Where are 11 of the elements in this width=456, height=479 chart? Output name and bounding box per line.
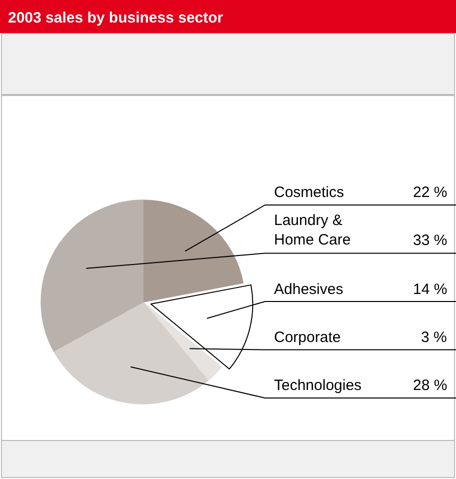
slice-label: Laundry & Home Care bbox=[274, 212, 351, 248]
data-label: 28 % bbox=[413, 377, 448, 394]
slice-label: Technologies bbox=[274, 377, 362, 394]
slice-label: Corporate bbox=[274, 329, 341, 346]
data-label: 22 % bbox=[413, 184, 448, 201]
data-label: 14 % bbox=[413, 281, 448, 298]
chart-title: 2003 sales by business sector bbox=[8, 9, 224, 26]
slice-label: Adhesives bbox=[274, 281, 344, 298]
slice-label: Cosmetics bbox=[274, 184, 344, 201]
data-label: 33 % bbox=[413, 232, 448, 249]
data-label: 3 % bbox=[421, 329, 447, 346]
